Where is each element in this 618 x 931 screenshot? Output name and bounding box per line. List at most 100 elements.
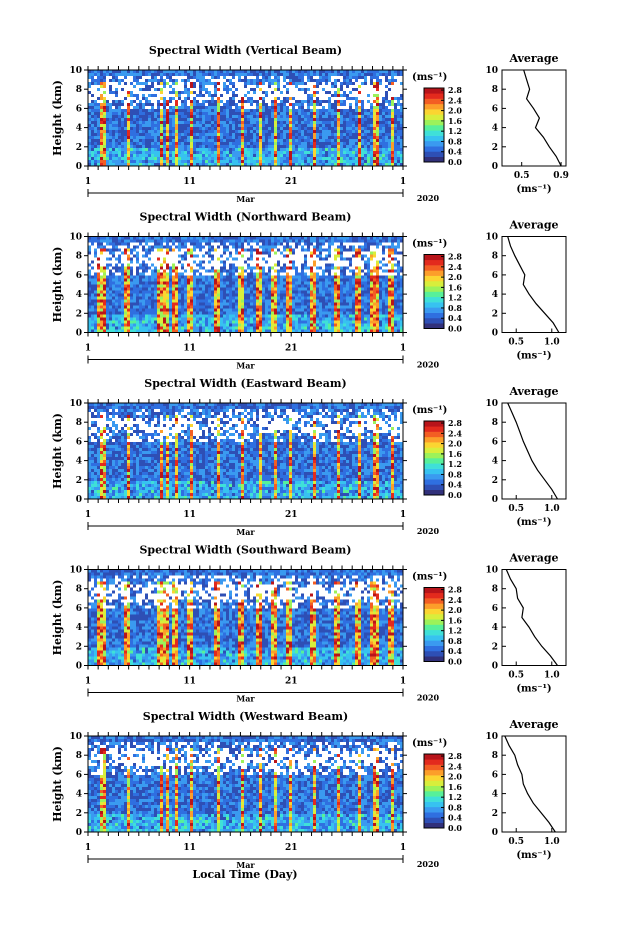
heatmap-cell	[106, 82, 109, 85]
heatmap-cell	[253, 112, 256, 115]
heatmap-cell	[193, 142, 196, 145]
heatmap-cell	[103, 318, 106, 321]
heatmap-cell	[124, 106, 127, 109]
heatmap-cell	[211, 124, 214, 127]
heatmap-cell	[172, 252, 175, 255]
heatmap-cell	[193, 306, 196, 309]
heatmap-cell	[211, 261, 214, 264]
heatmap-cell	[265, 103, 268, 106]
heatmap-cell	[175, 154, 178, 157]
heatmap-cell	[316, 94, 319, 97]
heatmap-cell	[148, 118, 151, 121]
heatmap-cell	[151, 246, 154, 249]
heatmap-cell	[184, 306, 187, 309]
heatmap-cell	[118, 306, 121, 309]
heatmap-cell	[379, 154, 382, 157]
heatmap-cell	[223, 258, 226, 261]
heatmap-cell	[244, 151, 247, 154]
heatmap-cell	[349, 121, 352, 124]
heatmap-cell	[211, 139, 214, 142]
heatmap-cell	[367, 100, 370, 103]
heatmap-cell	[115, 100, 118, 103]
heatmap-cell	[193, 127, 196, 130]
heatmap-cell	[112, 303, 115, 306]
heatmap-cell	[169, 115, 172, 118]
heatmap-cell	[223, 270, 226, 273]
heatmap-cell	[370, 121, 373, 124]
heatmap-cell	[283, 79, 286, 82]
heatmap-cell	[283, 133, 286, 136]
heatmap-cell	[184, 94, 187, 97]
heatmap-cell	[181, 124, 184, 127]
heatmap-cell	[208, 157, 211, 160]
heatmap-cell	[286, 148, 289, 151]
heatmap-cell	[280, 97, 283, 100]
heatmap-cell	[118, 82, 121, 85]
heatmap-cell	[259, 112, 262, 115]
heatmap-cell	[295, 157, 298, 160]
heatmap-cell	[178, 160, 181, 163]
heatmap-cell	[382, 97, 385, 100]
heatmap-cell	[136, 267, 139, 270]
heatmap-cell	[298, 130, 301, 133]
heatmap-cell	[151, 133, 154, 136]
heatmap-cell	[133, 279, 136, 282]
heatmap-cell	[163, 273, 166, 276]
heatmap-cell	[97, 118, 100, 121]
heatmap-cell	[199, 151, 202, 154]
heatmap-cell	[241, 151, 244, 154]
heatmap-cell	[118, 315, 121, 318]
heatmap-cell	[301, 151, 304, 154]
heatmap-cell	[253, 115, 256, 118]
heatmap-cell	[304, 112, 307, 115]
heatmap-cell	[301, 142, 304, 145]
heatmap-cell	[235, 142, 238, 145]
heatmap-cell	[298, 106, 301, 109]
heatmap-cell	[220, 300, 223, 303]
heatmap-cell	[193, 264, 196, 267]
heatmap-cell	[376, 82, 379, 85]
heatmap-cell	[226, 109, 229, 112]
heatmap-cell	[337, 112, 340, 115]
heatmap-cell	[109, 76, 112, 79]
heatmap-cell	[169, 133, 172, 136]
heatmap-cell	[202, 139, 205, 142]
heatmap-cell	[154, 291, 157, 294]
heatmap-cell	[106, 79, 109, 82]
heatmap-cell	[163, 312, 166, 315]
heatmap-cell	[259, 91, 262, 94]
heatmap-cell	[124, 79, 127, 82]
heatmap-cell	[205, 318, 208, 321]
heatmap-cell	[355, 94, 358, 97]
heatmap-cell	[193, 124, 196, 127]
heatmap-cell	[343, 109, 346, 112]
heatmap-cell	[148, 261, 151, 264]
heatmap-cell	[115, 103, 118, 106]
heatmap-cell	[121, 97, 124, 100]
heatmap-cell	[109, 291, 112, 294]
heatmap-cell	[379, 100, 382, 103]
heatmap-cell	[112, 157, 115, 160]
heatmap-cell	[112, 88, 115, 91]
heatmap-cell	[307, 148, 310, 151]
heatmap-cell	[196, 154, 199, 157]
heatmap-cell	[370, 76, 373, 79]
heatmap-cell	[301, 118, 304, 121]
heatmap-cell	[313, 124, 316, 127]
heatmap-cell	[130, 291, 133, 294]
heatmap-cell	[142, 82, 145, 85]
heatmap-cell	[220, 91, 223, 94]
heatmap-cell	[346, 151, 349, 154]
heatmap-cell	[181, 315, 184, 318]
heatmap-cell	[178, 249, 181, 252]
heatmap-cell	[145, 73, 148, 76]
heatmap-cell	[226, 255, 229, 258]
heatmap-cell	[202, 136, 205, 139]
heatmap-cell	[136, 76, 139, 79]
heatmap-cell	[253, 154, 256, 157]
heatmap-cell	[205, 324, 208, 327]
colorbar-band	[424, 99, 444, 105]
heatmap-cell	[193, 118, 196, 121]
heatmap-cell	[223, 327, 226, 330]
heatmap-cell	[328, 103, 331, 106]
